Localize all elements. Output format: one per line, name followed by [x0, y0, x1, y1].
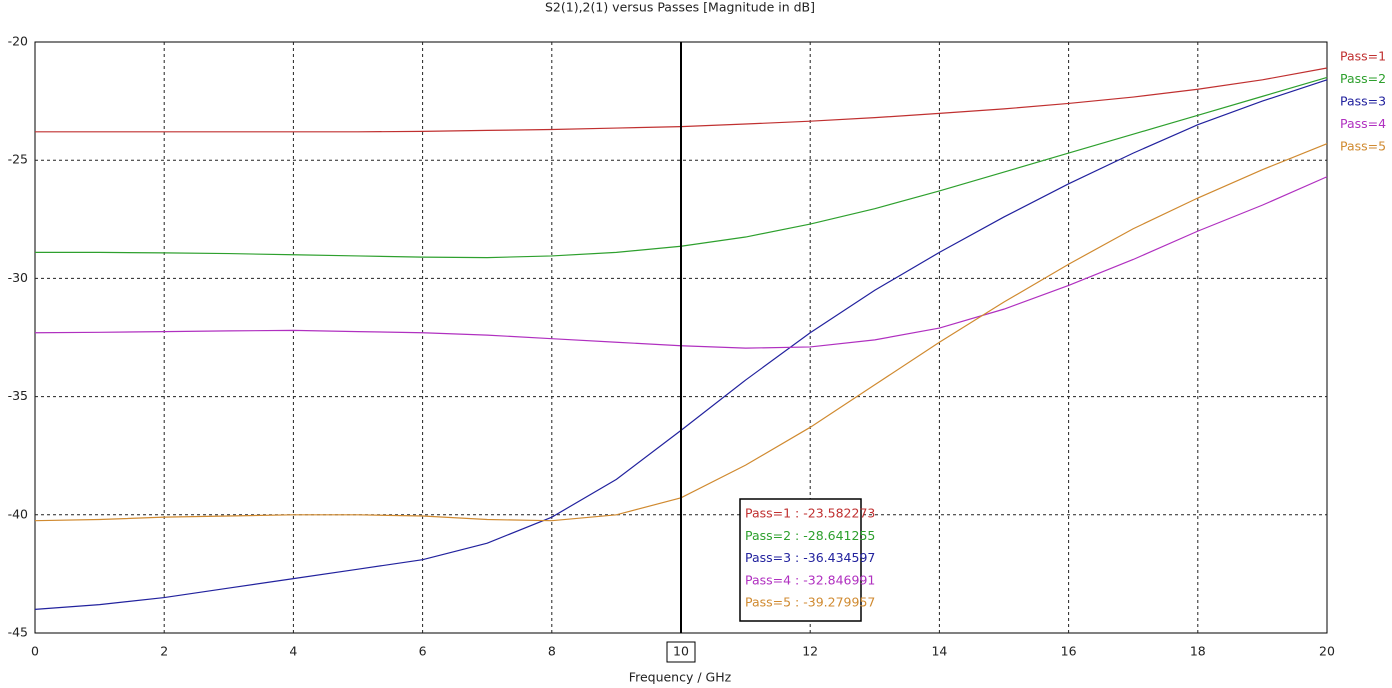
y-tick-label: -45 [8, 625, 28, 640]
marker-readout: Pass=1 : -23.582273 [745, 506, 875, 521]
legend-label: Pass=4 [1340, 116, 1386, 131]
legend-label: Pass=5 [1340, 139, 1386, 154]
y-tick-label: -20 [8, 34, 28, 49]
x-tick-label: 10 [673, 644, 689, 659]
y-tick-label: -40 [8, 506, 28, 521]
x-tick-label: 18 [1190, 644, 1206, 659]
x-tick-label: 12 [802, 644, 818, 659]
marker-readout: Pass=3 : -36.434597 [745, 550, 875, 565]
marker-readout: Pass=5 : -39.279957 [745, 595, 875, 610]
x-tick-label: 8 [548, 644, 556, 659]
legend-label: Pass=1 [1340, 49, 1386, 64]
y-tick-label: -30 [8, 270, 28, 285]
x-tick-label: 2 [160, 644, 168, 659]
x-tick-label: 0 [31, 644, 39, 659]
marker-readout: Pass=4 : -32.846991 [745, 572, 875, 587]
x-tick-label: 4 [289, 644, 297, 659]
x-tick-label: 14 [931, 644, 947, 659]
x-tick-label: 20 [1319, 644, 1335, 659]
marker-tick-box [666, 641, 696, 663]
x-tick-label: 16 [1061, 644, 1077, 659]
legend-label: Pass=2 [1340, 71, 1386, 86]
y-tick-label: -35 [8, 388, 28, 403]
x-axis-label: Frequency / GHz [629, 670, 732, 685]
marker-readout-box [739, 498, 862, 622]
marker-readout: Pass=2 : -28.641255 [745, 528, 875, 543]
chart-title: S2(1),2(1) versus Passes [Magnitude in d… [545, 0, 815, 15]
legend-label: Pass=3 [1340, 94, 1386, 109]
y-tick-label: -25 [8, 152, 28, 167]
x-tick-label: 6 [419, 644, 427, 659]
